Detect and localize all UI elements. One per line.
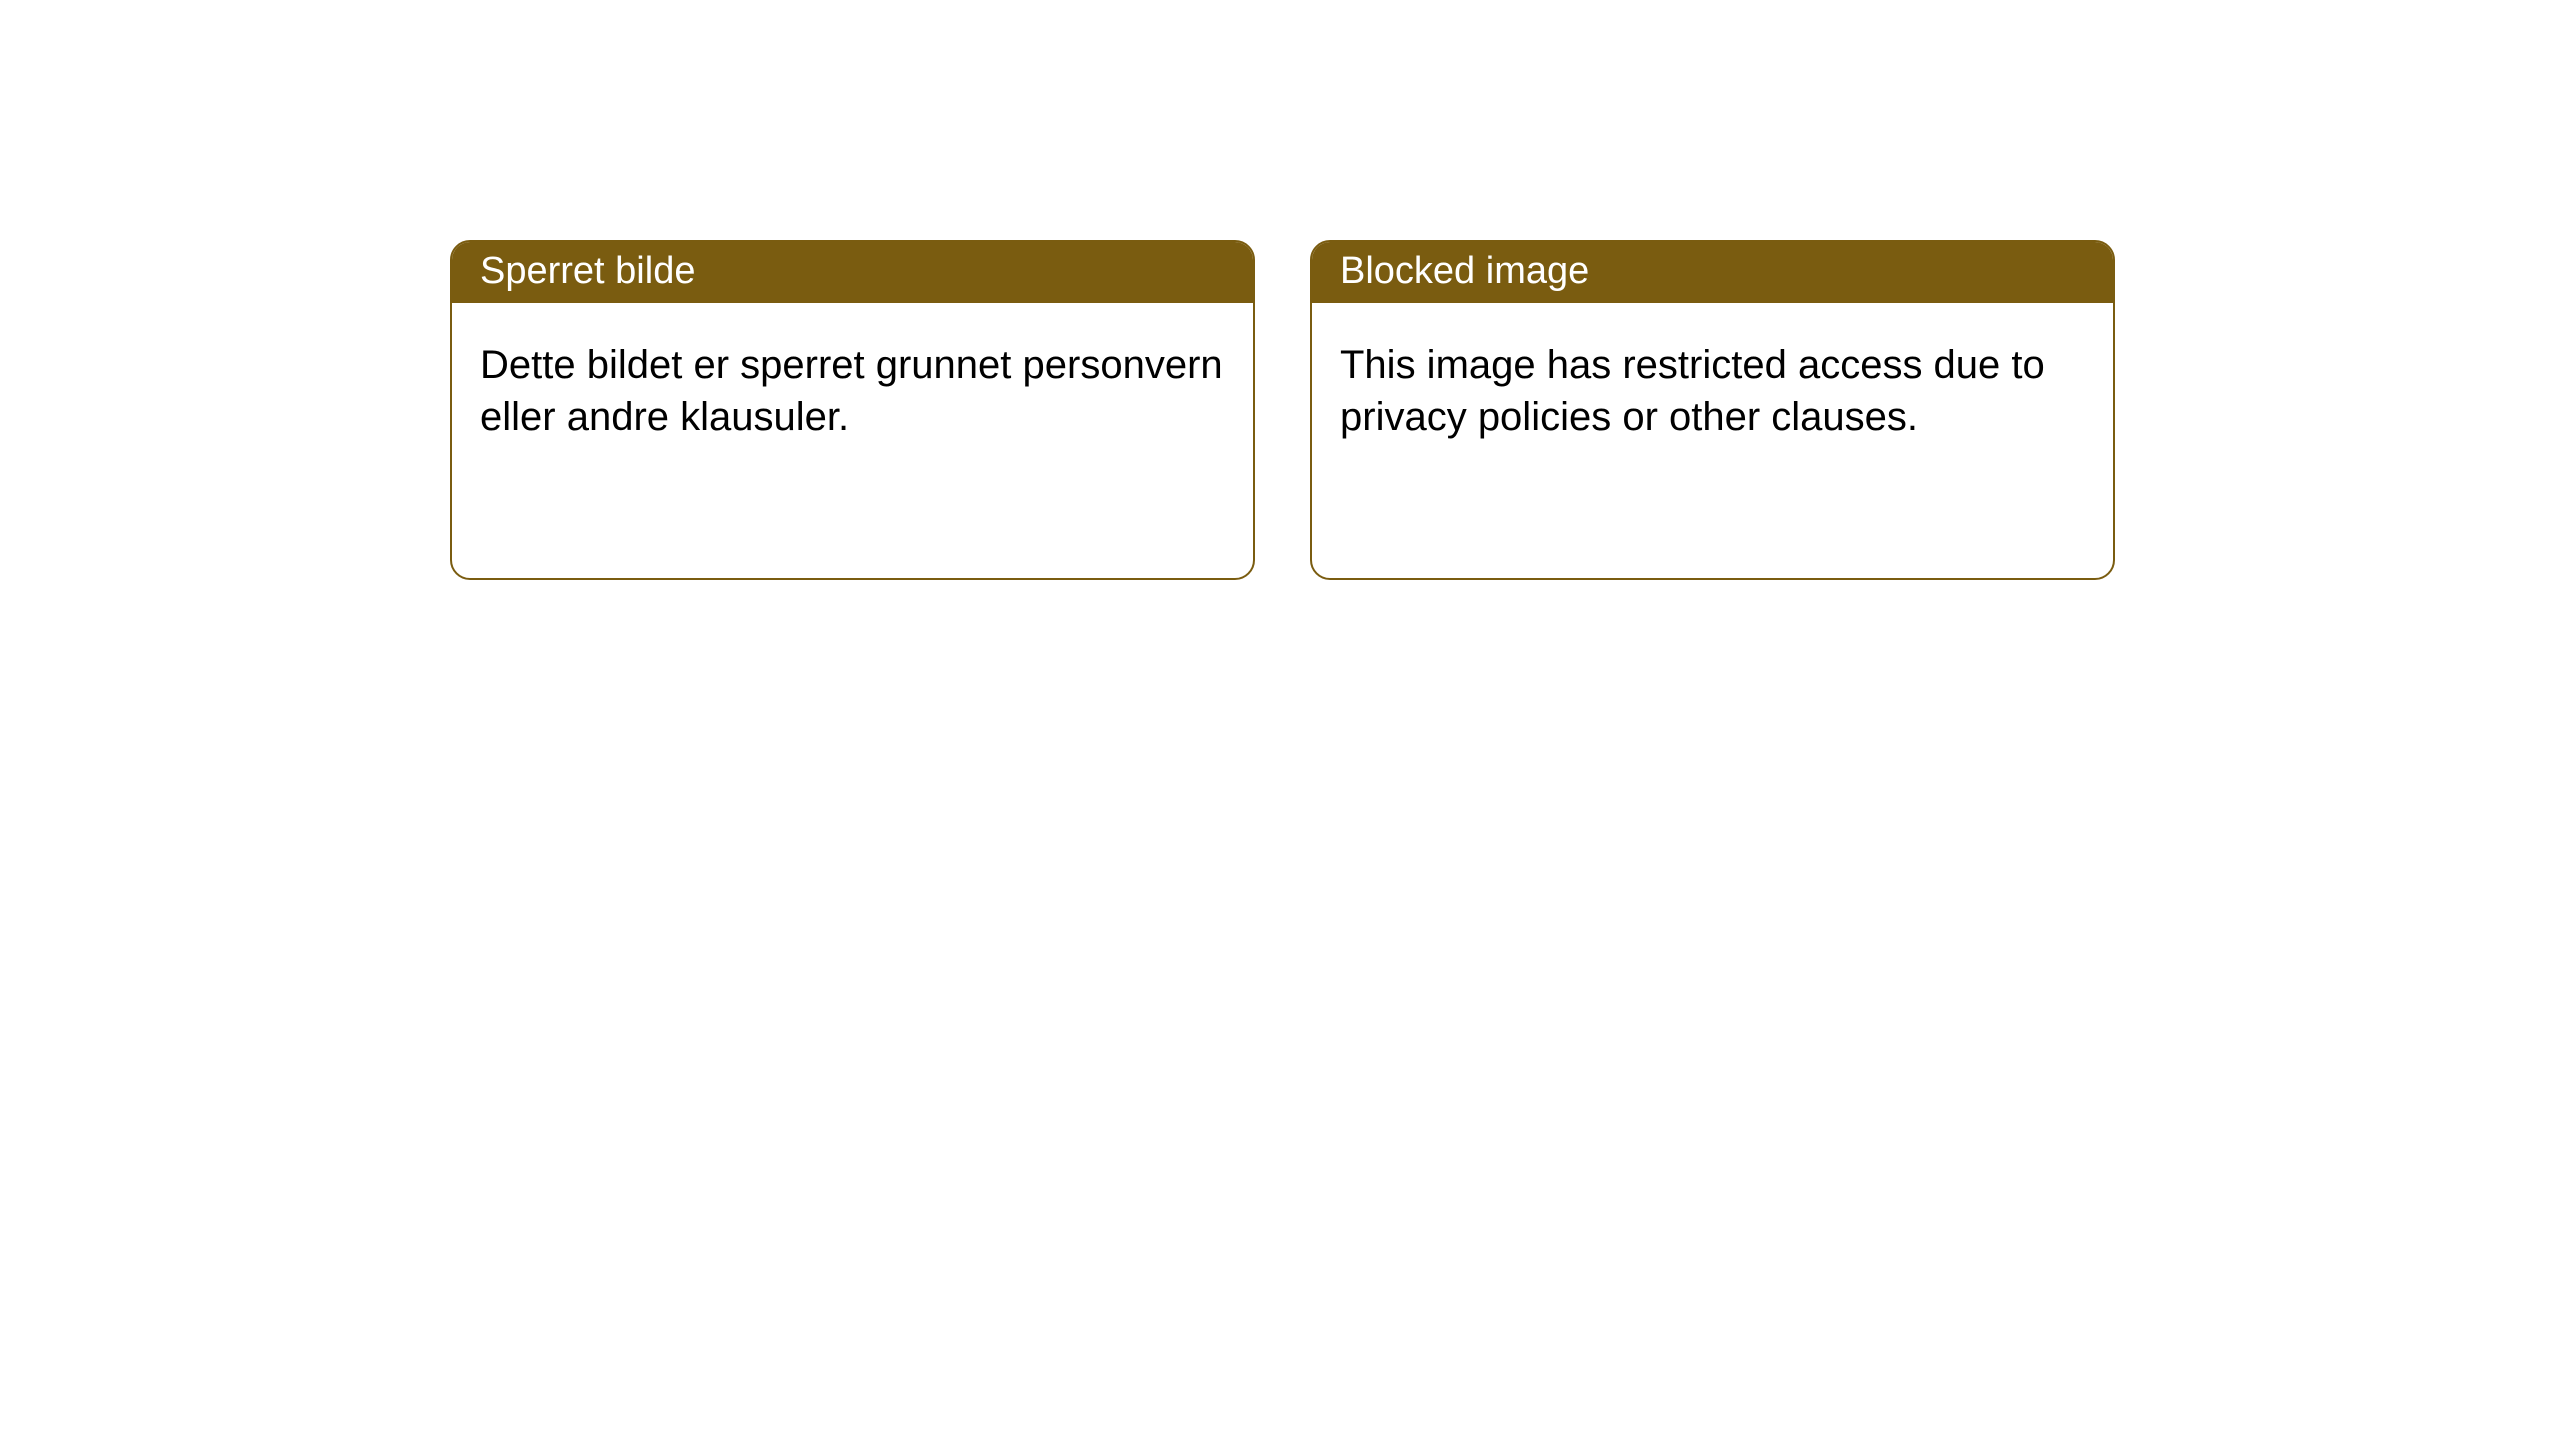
notice-card-english: Blocked image This image has restricted … [1310,240,2115,580]
notice-header-english: Blocked image [1312,242,2113,303]
notice-message: Dette bildet er sperret grunnet personve… [480,343,1223,439]
notice-title: Blocked image [1340,250,1589,292]
notice-body-norwegian: Dette bildet er sperret grunnet personve… [452,303,1253,471]
notice-container: Sperret bilde Dette bildet er sperret gr… [0,0,2560,580]
notice-message: This image has restricted access due to … [1340,343,2045,439]
notice-body-english: This image has restricted access due to … [1312,303,2113,471]
notice-title: Sperret bilde [480,250,695,292]
notice-card-norwegian: Sperret bilde Dette bildet er sperret gr… [450,240,1255,580]
notice-header-norwegian: Sperret bilde [452,242,1253,303]
